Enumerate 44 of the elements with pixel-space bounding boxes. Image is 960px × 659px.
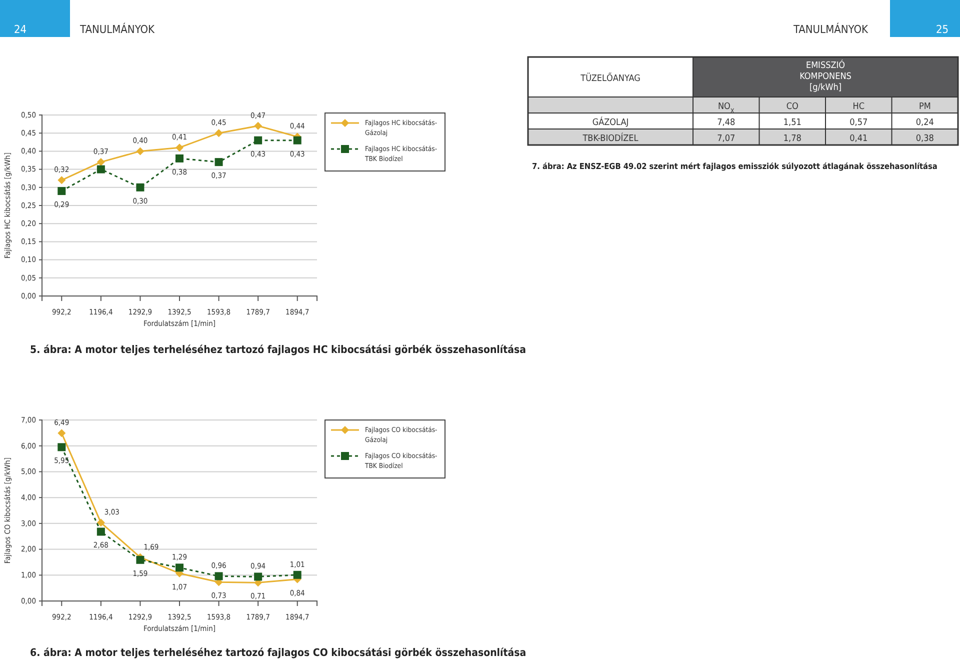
text: 7,07 — [717, 134, 736, 144]
point — [58, 187, 66, 196]
point — [96, 528, 105, 536]
point — [254, 572, 262, 581]
point — [96, 165, 105, 174]
text: 1,51 — [783, 118, 802, 128]
text: 0,38 — [916, 134, 934, 144]
point — [293, 136, 302, 144]
point — [254, 122, 262, 130]
category-label: HC — [852, 102, 865, 112]
category-label: CO — [786, 102, 798, 112]
point — [58, 176, 66, 184]
text: 5. ábra: A motor teljes terheléséhez tartozó fajlagos HC kibocsátási görbék összehasonlítása — [30, 344, 526, 356]
point — [214, 129, 223, 138]
point — [136, 556, 144, 564]
text: 7,48 — [717, 118, 736, 128]
text: 25 — [936, 23, 949, 36]
text: TÜZELŐANYAG — [580, 72, 640, 84]
text: 7. ábra: Az ENSZ-EGB 49.02 szerint mért fajlagos emissziók súlyozott átlagának összehasonlítása — [532, 161, 938, 171]
point — [58, 429, 66, 438]
point — [214, 158, 223, 166]
text: 1,78 — [783, 134, 802, 144]
category-label: PM — [918, 102, 931, 112]
point — [176, 144, 184, 152]
point — [58, 443, 66, 452]
text: 0,57 — [850, 118, 868, 128]
text: TANULMÁNYOK — [79, 22, 156, 36]
point — [254, 136, 262, 144]
point — [136, 147, 144, 156]
category-label: TBK-BIODÍZEL — [582, 134, 638, 144]
text: 0,24 — [916, 118, 934, 128]
text: 6. ábra: A motor teljes terheléséhez tartozó fajlagos CO kibocsátási görbék összehasonlítása — [30, 647, 526, 659]
text: TANULMÁNYOK — [792, 22, 869, 36]
point — [136, 183, 144, 192]
text: EMISSZIÓ KOMPONENS [g/kWh] — [800, 59, 852, 93]
category-label: GÁZOLAJ — [592, 118, 629, 128]
point — [176, 564, 184, 572]
point — [293, 570, 302, 579]
point — [96, 158, 105, 166]
point — [96, 518, 105, 527]
point — [214, 572, 223, 580]
point — [176, 154, 184, 162]
text: 0,41 — [850, 134, 868, 144]
text: 24 — [14, 23, 27, 36]
